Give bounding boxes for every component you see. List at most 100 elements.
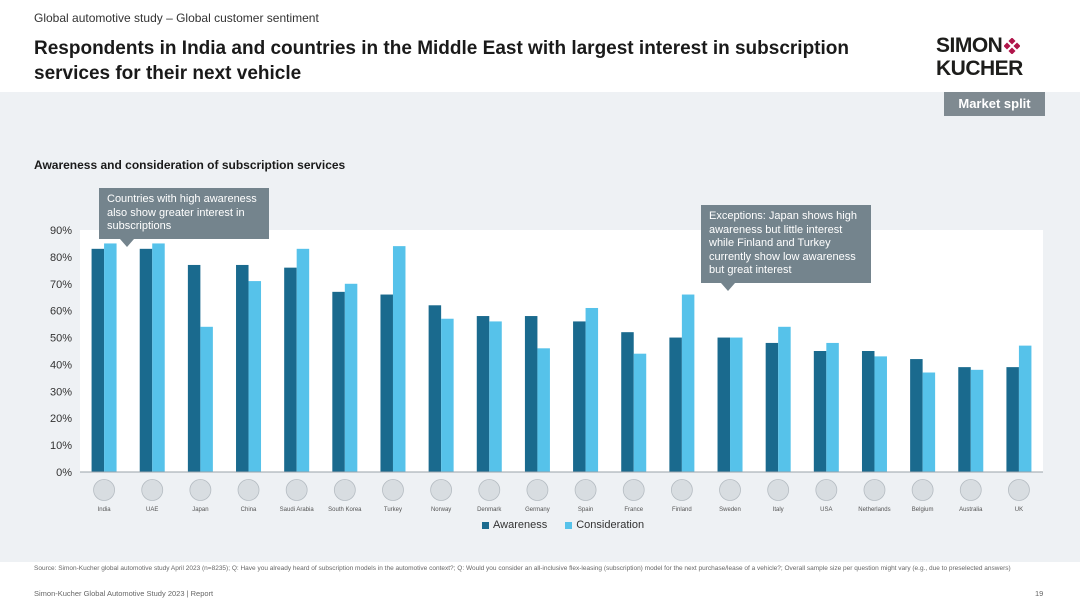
bar-awareness [621,332,634,472]
bar-consideration [1018,345,1032,472]
x-category-label: UAE [146,507,158,513]
flag-icon [333,479,356,501]
x-category-label: Australia [959,507,983,513]
page-number: 19 [1035,589,1044,598]
bar-consideration [730,337,743,472]
bar-consideration [874,356,887,472]
callout-left-text: Countries with high awareness also show … [107,193,257,232]
x-category-label: Turkey [384,507,402,513]
y-tick-label: 60% [50,306,72,318]
bar-consideration [681,294,695,472]
bar-awareness [910,359,923,472]
flag-icon [767,479,790,501]
bar-awareness [187,264,201,472]
flag-icon [959,479,982,501]
header: Global automotive study – Global custome… [0,0,1080,92]
bar-awareness [813,351,827,472]
flag-icon [237,479,260,501]
callout-left: Countries with high awareness also show … [99,188,269,247]
legend-swatch-consideration [565,521,573,529]
flag-icon [430,479,453,501]
y-tick-label: 10% [50,440,72,452]
callout-right: Exceptions: Japan shows high awareness b… [701,205,871,291]
bar-consideration [633,353,647,472]
callout-right-pointer [721,282,735,291]
bar-consideration [489,321,502,472]
flag-icon [574,479,597,501]
bar-awareness [861,351,875,472]
y-tick-label: 20% [50,413,72,425]
x-category-label: Italy [773,507,784,513]
bar-chart: 0% 10% 20% 30% 40% 50% 60% 70% 80% 90% India UAE Jap… [50,225,1043,513]
logo-line-2: KUCHER [936,57,1023,80]
y-tick-label: 0% [56,467,72,479]
bar-consideration [344,283,358,472]
x-category-label: Finland [672,507,692,513]
y-tick-label: 40% [50,359,72,371]
y-tick-label: 90% [50,225,72,237]
page-title: Respondents in India and countries in th… [34,38,849,84]
bar-awareness [380,294,393,472]
flag-icon [526,479,549,501]
bar-awareness [284,267,297,472]
bar-consideration [970,369,984,472]
chart-title: Awareness and consideration of subscript… [34,158,346,172]
bar-awareness [958,367,971,472]
flag-icon [285,479,308,501]
x-category-label: South Korea [328,507,362,513]
bar-awareness [573,321,586,472]
bar-awareness [524,316,538,472]
bar-consideration [778,326,791,472]
footer-report-label: Simon-Kucher Global Automotive Study 202… [34,589,214,598]
legend-swatch-awareness [482,521,489,529]
x-category-label: India [98,507,112,513]
flag-icon [189,479,212,501]
x-category-label: Norway [431,507,451,513]
flag-icon [382,479,404,501]
callout-right-text: Exceptions: Japan shows high awareness b… [709,210,857,276]
legend-item-awareness: Awareness [482,519,547,531]
flag-icon [1008,479,1030,501]
callout-left-pointer [120,238,134,247]
bar-awareness [669,337,682,472]
bar-awareness [91,248,105,472]
source-note: Source: Simon-Kucher global automotive s… [34,565,1011,572]
x-category-label: Belgium [912,507,934,513]
bar-consideration [922,372,936,472]
bar-consideration [104,243,117,472]
bar-awareness [765,342,779,472]
logo-line-1: SIMON [936,34,1003,57]
bar-awareness [236,264,249,472]
bar-consideration [248,281,262,472]
legend-item-consideration: Consideration [565,519,644,531]
bar-awareness [332,291,345,472]
bar-awareness [476,316,490,472]
y-tick-label: 80% [50,252,72,264]
legend-label-awareness: Awareness [493,519,548,531]
bar-consideration [441,318,454,472]
x-category-label: Sweden [719,507,741,513]
flag-icon [863,479,886,501]
x-category-label: UK [1015,507,1023,513]
flag-icon [478,479,501,501]
chart-legend: Awareness Consideration [482,519,644,531]
x-category-label: USA [820,507,832,513]
y-tick-label: 30% [50,386,72,398]
flag-icon [141,479,164,501]
supertitle: Global automotive study – Global custome… [34,11,319,25]
x-category-label: Netherlands [858,507,890,513]
bar-consideration [585,307,599,472]
bar-awareness [428,305,442,472]
x-category-label: France [624,507,643,513]
x-category-label: Saudi Arabia [280,507,315,513]
flag-icon [911,479,934,501]
legend-label-consideration: Consideration [576,519,645,531]
bar-consideration [200,326,213,472]
y-tick-label: 50% [50,333,72,345]
x-category-label: Denmark [477,507,502,513]
logo-diamond-icon [1004,38,1021,55]
x-category-label: Spain [578,507,593,513]
flag-icon [670,479,693,501]
bar-consideration [152,243,165,472]
bar-awareness [139,248,153,472]
